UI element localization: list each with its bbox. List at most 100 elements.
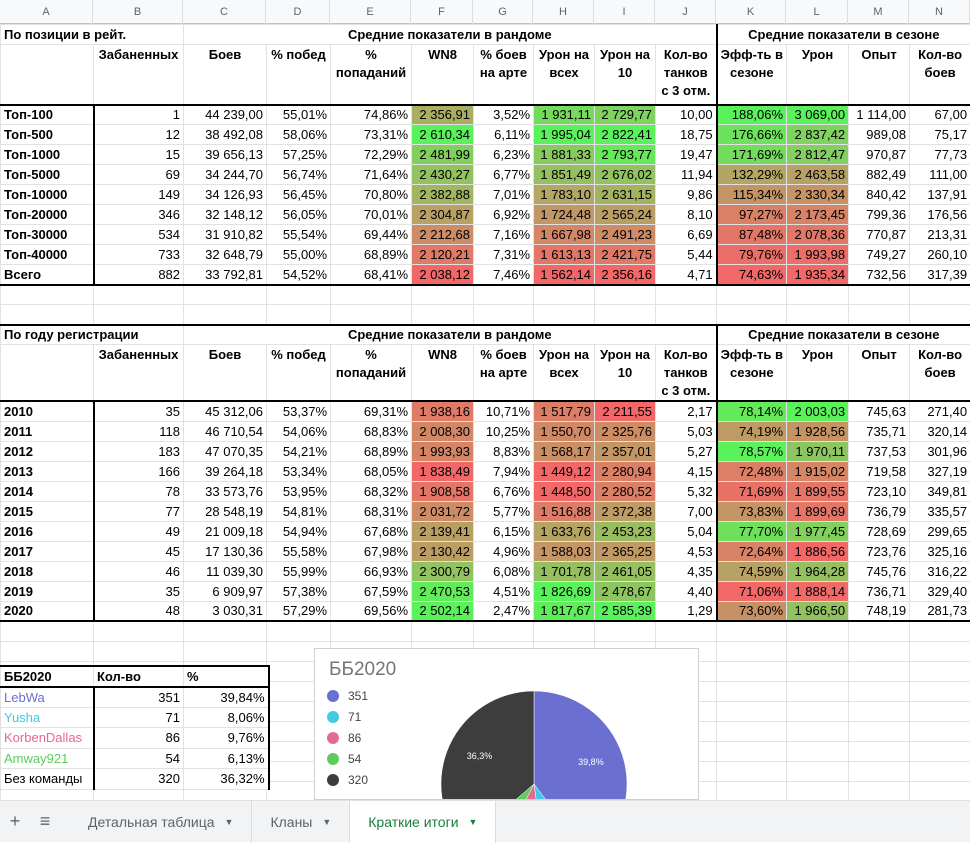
cell[interactable]: 68,41% xyxy=(331,265,412,285)
cell[interactable]: 316,22 xyxy=(910,561,970,581)
cell[interactable] xyxy=(184,285,267,305)
cell[interactable]: 2,47% xyxy=(474,601,534,621)
cell[interactable]: 57,29% xyxy=(267,601,331,621)
cell[interactable] xyxy=(717,721,787,741)
cell[interactable] xyxy=(474,285,534,305)
cell[interactable]: 1 899,55 xyxy=(787,481,849,501)
cell[interactable]: 745,76 xyxy=(849,561,910,581)
cell[interactable] xyxy=(787,681,849,701)
column-header-M[interactable]: M xyxy=(848,0,909,24)
teams-header[interactable]: ББ2020 xyxy=(1,666,94,687)
cell[interactable]: 799,36 xyxy=(849,205,910,225)
cell[interactable]: 2 481,99 xyxy=(412,145,474,165)
cell[interactable]: 74,86% xyxy=(331,105,412,125)
cell[interactable]: 149 xyxy=(94,185,184,205)
row-label[interactable]: 2011 xyxy=(1,421,94,441)
cell[interactable]: 2 837,42 xyxy=(787,125,849,145)
cell[interactable]: 2 676,02 xyxy=(595,165,656,185)
cell[interactable]: 75,17 xyxy=(910,125,970,145)
cell[interactable] xyxy=(412,305,474,325)
row-label[interactable]: 2020 xyxy=(1,601,94,621)
cell[interactable]: 5,77% xyxy=(474,501,534,521)
cell[interactable]: 87,48% xyxy=(717,225,787,245)
cell[interactable]: 213,31 xyxy=(910,225,970,245)
cell[interactable] xyxy=(910,305,970,325)
cell[interactable]: 6 909,97 xyxy=(184,581,267,601)
cell[interactable]: 770,87 xyxy=(849,225,910,245)
row-label[interactable]: Топ-10000 xyxy=(1,185,94,205)
column-label[interactable]: % побед xyxy=(267,345,331,402)
cell[interactable]: 735,71 xyxy=(849,421,910,441)
cell[interactable]: 2 280,52 xyxy=(595,481,656,501)
cell[interactable] xyxy=(534,285,595,305)
cell[interactable]: 748,19 xyxy=(849,601,910,621)
cell[interactable]: 77,73 xyxy=(910,145,970,165)
cell[interactable]: 2 304,87 xyxy=(412,205,474,225)
cell[interactable] xyxy=(474,621,534,641)
cell[interactable]: 2 463,58 xyxy=(787,165,849,185)
cell[interactable]: 166 xyxy=(94,461,184,481)
cell[interactable]: 17 130,36 xyxy=(184,541,267,561)
row-label[interactable]: 2010 xyxy=(1,401,94,421)
cell[interactable]: 10,25% xyxy=(474,421,534,441)
legend-item[interactable]: 351 xyxy=(327,689,368,703)
cell[interactable]: 74,63% xyxy=(717,265,787,285)
cell[interactable]: 271,40 xyxy=(910,401,970,421)
legend-item[interactable]: 86 xyxy=(327,731,361,745)
cell[interactable]: 31 910,82 xyxy=(184,225,267,245)
cell[interactable]: 32 148,12 xyxy=(184,205,267,225)
cell[interactable]: 10,71% xyxy=(474,401,534,421)
cell[interactable]: 2 212,68 xyxy=(412,225,474,245)
cell[interactable]: 2 300,79 xyxy=(412,561,474,581)
column-label[interactable]: Кол-во боев xyxy=(910,345,970,402)
cell[interactable]: 1 817,67 xyxy=(534,601,595,621)
cell[interactable]: 54,52% xyxy=(267,265,331,285)
cell[interactable]: 71,69% xyxy=(717,481,787,501)
cell[interactable]: 38 492,08 xyxy=(184,125,267,145)
cell[interactable]: 882,49 xyxy=(849,165,910,185)
cell[interactable]: 47 070,35 xyxy=(184,441,267,461)
cell[interactable]: 74,19% xyxy=(717,421,787,441)
cell[interactable] xyxy=(717,305,787,325)
column-label[interactable]: Урон xyxy=(787,345,849,402)
cell[interactable] xyxy=(331,305,412,325)
cell[interactable]: 1 xyxy=(94,105,184,125)
cell[interactable]: 6,77% xyxy=(474,165,534,185)
cell[interactable]: 58,06% xyxy=(267,125,331,145)
caret-down-icon[interactable]: ▼ xyxy=(322,817,331,827)
cell[interactable]: 33 792,81 xyxy=(184,265,267,285)
column-label[interactable] xyxy=(1,45,94,105)
cell[interactable]: 55,58% xyxy=(267,541,331,561)
column-label[interactable]: % боев на арте xyxy=(474,45,534,105)
cell[interactable]: 349,81 xyxy=(910,481,970,501)
cell[interactable]: 882 xyxy=(94,265,184,285)
cell[interactable]: 78,14% xyxy=(717,401,787,421)
cell[interactable]: 2 470,53 xyxy=(412,581,474,601)
cell[interactable]: 2 430,27 xyxy=(412,165,474,185)
cell[interactable]: 54,81% xyxy=(267,501,331,521)
cell[interactable]: 1 888,14 xyxy=(787,581,849,601)
cell[interactable]: 69,56% xyxy=(331,601,412,621)
cell[interactable]: 34 244,70 xyxy=(184,165,267,185)
cell[interactable]: 2 356,91 xyxy=(412,105,474,125)
column-header-L[interactable]: L xyxy=(786,0,848,24)
cell[interactable]: 7,01% xyxy=(474,185,534,205)
cell[interactable]: 736,79 xyxy=(849,501,910,521)
row-label[interactable]: 2013 xyxy=(1,461,94,481)
team-name[interactable]: Amway921 xyxy=(1,748,94,769)
cell[interactable] xyxy=(94,641,184,661)
cell[interactable] xyxy=(849,621,910,641)
cell[interactable]: 71,06% xyxy=(717,581,787,601)
cell[interactable]: 2 003,03 xyxy=(787,401,849,421)
legend-item[interactable]: 54 xyxy=(327,752,361,766)
cell[interactable]: 2 031,72 xyxy=(412,501,474,521)
cell[interactable]: 67,59% xyxy=(331,581,412,601)
cell[interactable]: 2 585,39 xyxy=(595,601,656,621)
cell[interactable]: 4,15 xyxy=(656,461,717,481)
cell[interactable]: 2 421,75 xyxy=(595,245,656,265)
row-label[interactable]: 2016 xyxy=(1,521,94,541)
cell[interactable] xyxy=(910,781,970,801)
cell[interactable] xyxy=(717,761,787,781)
cell[interactable]: 9,86 xyxy=(656,185,717,205)
cell[interactable]: 77,70% xyxy=(717,521,787,541)
